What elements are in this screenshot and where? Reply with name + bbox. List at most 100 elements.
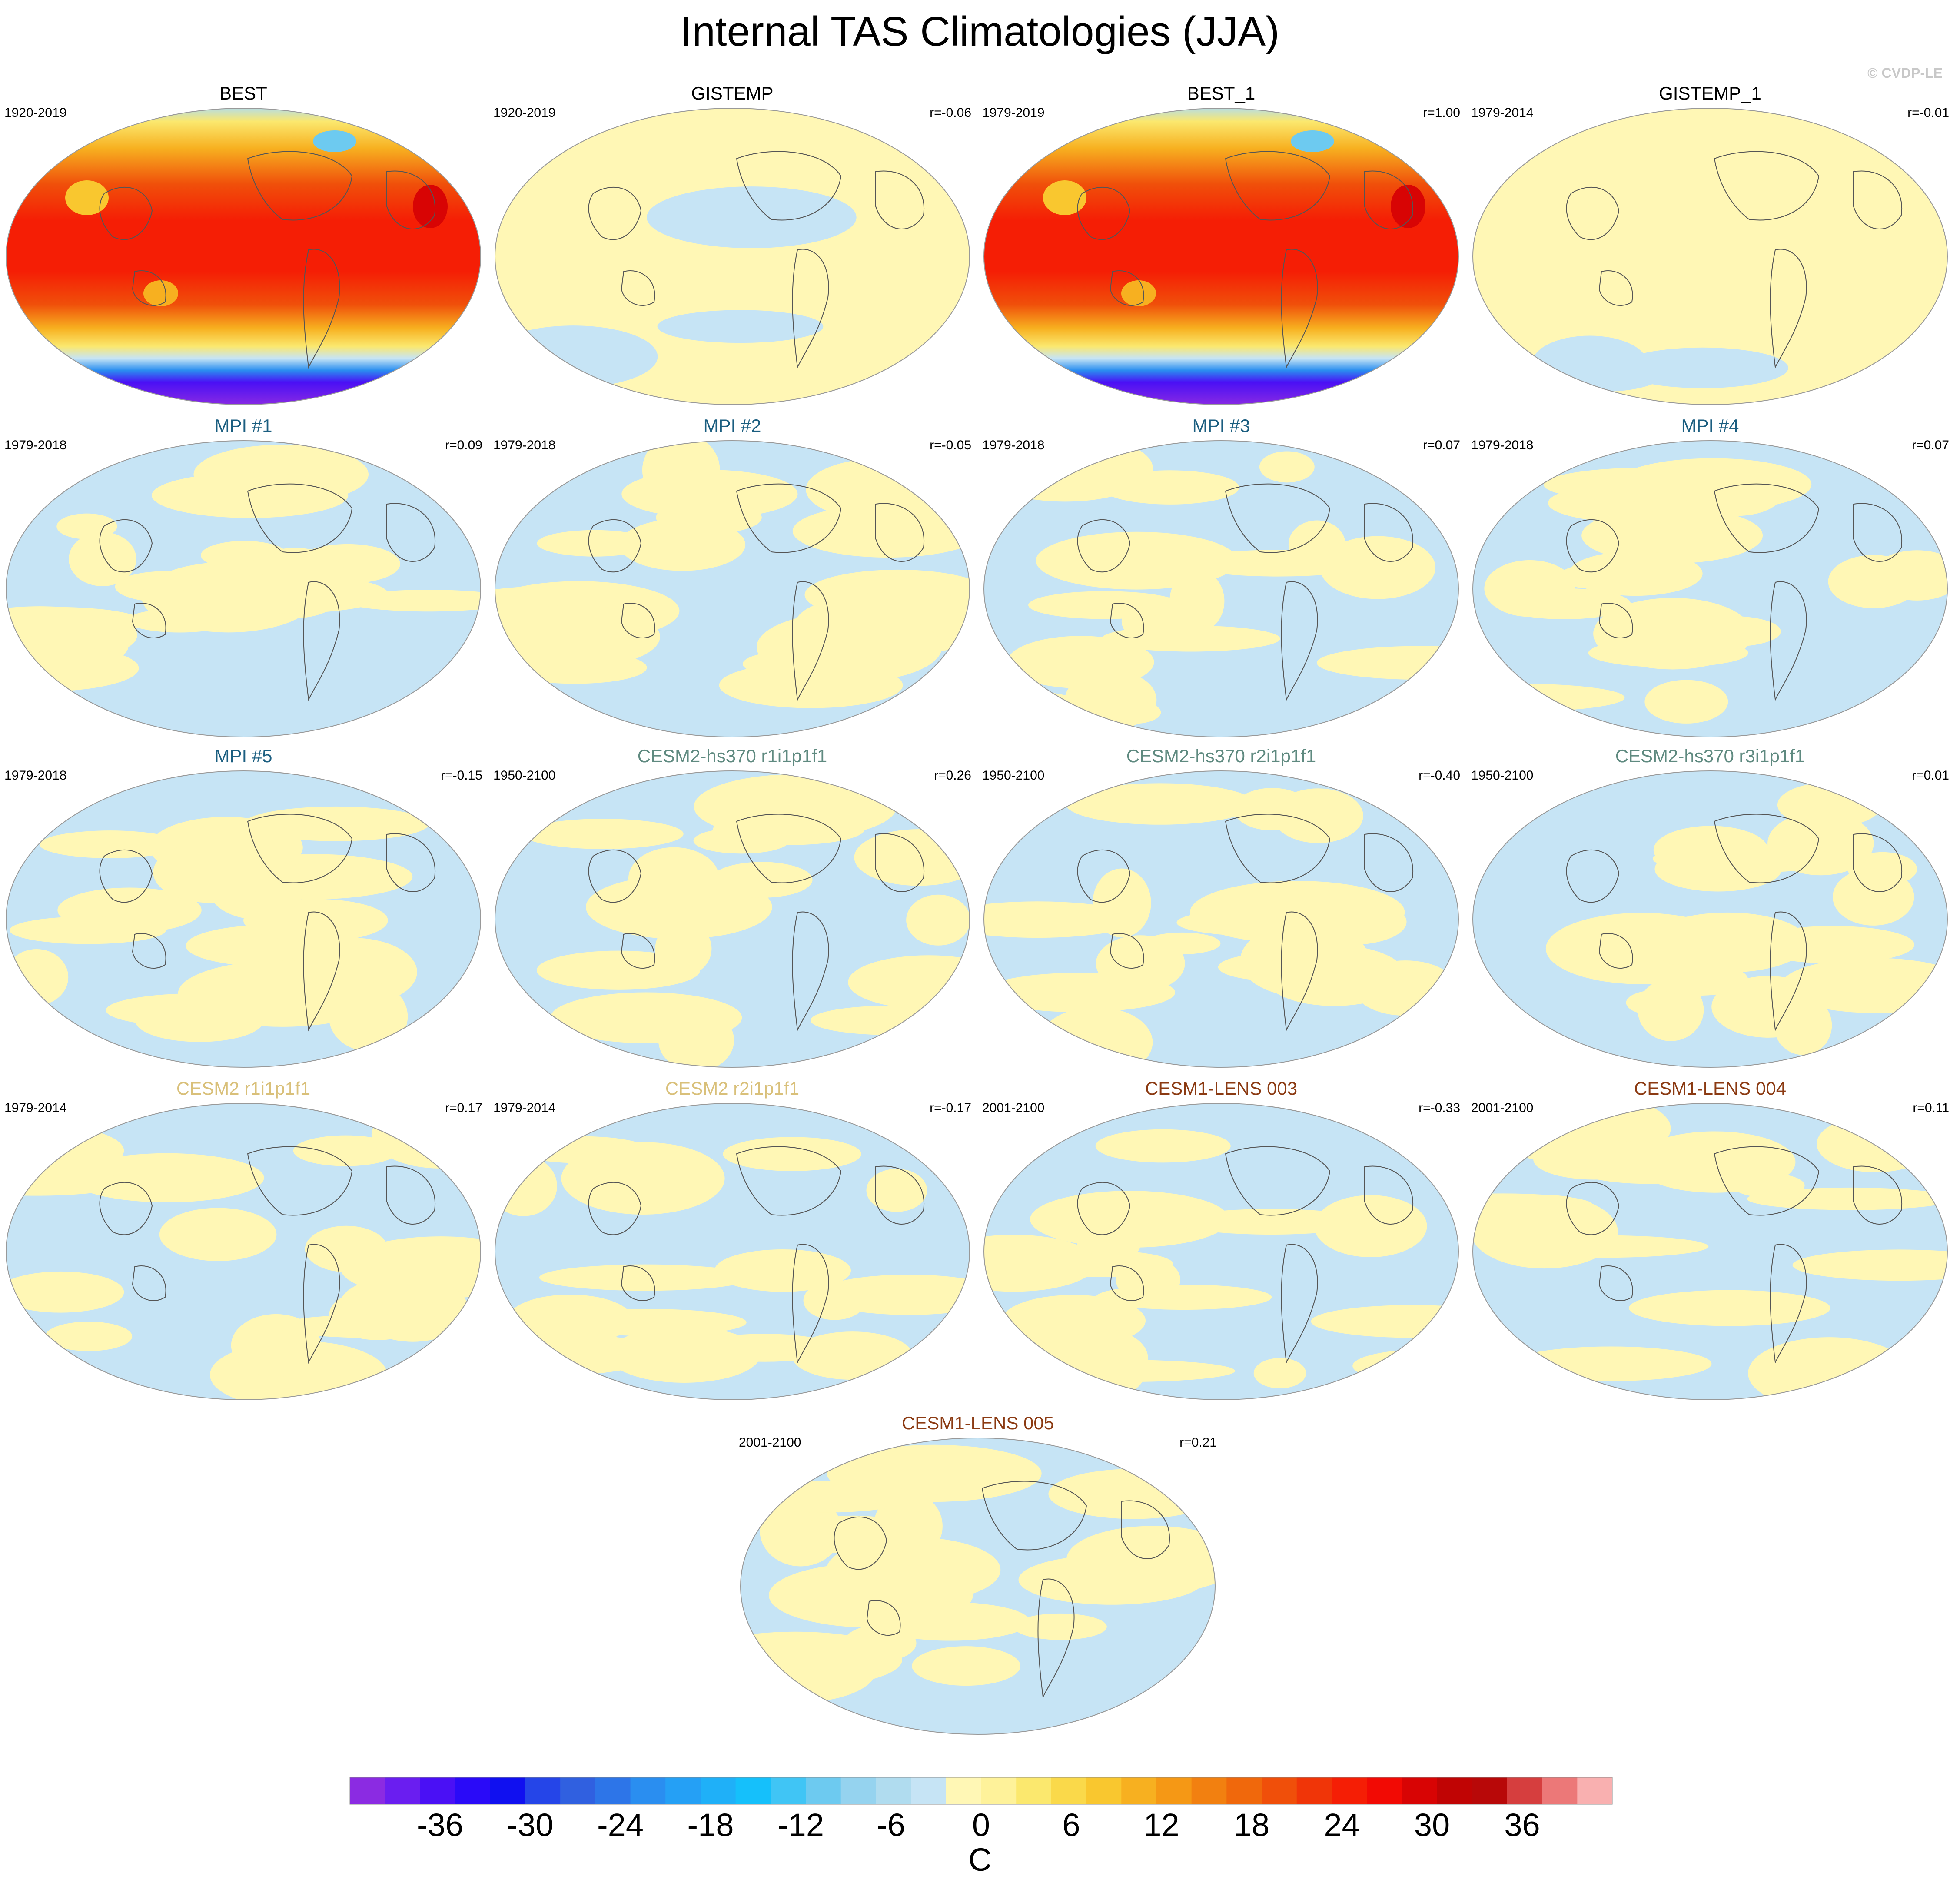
panel-correlation: r=-0.06 — [930, 106, 971, 120]
map-panel: CESM1-LENS 003 2001-2100 r=-0.33 — [982, 1078, 1460, 1400]
colorbar-swatch — [560, 1777, 596, 1804]
panel-correlation: r=-0.15 — [441, 768, 482, 783]
colorbar-swatch — [1262, 1777, 1297, 1804]
colorbar-tick-label: -6 — [877, 1807, 905, 1843]
colorbar-tick-label: -18 — [687, 1807, 734, 1843]
map-panel: MPI #3 1979-2018 r=0.07 — [982, 415, 1460, 737]
map-panel: CESM1-LENS 005 2001-2100 r=0.21 — [739, 1412, 1217, 1735]
colorbar-swatch — [350, 1777, 385, 1804]
panel-title: CESM1-LENS 005 — [901, 1413, 1054, 1433]
colorbar-swatch — [595, 1777, 631, 1804]
panel-title: MPI #1 — [214, 415, 272, 436]
colorbar-tick-label: -30 — [507, 1807, 554, 1843]
page-title: Internal TAS Climatologies (JJA) — [680, 8, 1280, 55]
panel-years: 1979-2018 — [4, 768, 67, 783]
robinson-map — [495, 440, 970, 737]
map-panel: CESM1-LENS 004 2001-2100 r=0.11 — [1471, 1078, 1949, 1400]
panel-years: 1950-2100 — [982, 768, 1045, 783]
colorbar-tick-label: -24 — [597, 1807, 644, 1843]
panel-years: 2001-2100 — [739, 1435, 801, 1450]
colorbar-swatch — [1121, 1777, 1157, 1804]
colorbar-swatch — [1577, 1777, 1613, 1804]
colorbar-swatch — [981, 1777, 1017, 1804]
colorbar-swatch — [1367, 1777, 1402, 1804]
colorbar-swatch — [1332, 1777, 1367, 1804]
robinson-map — [740, 1438, 1216, 1735]
panel-title: BEST — [219, 83, 267, 103]
panel-years: 2001-2100 — [982, 1101, 1045, 1115]
panel-years: 1979-2014 — [4, 1101, 67, 1115]
panel-title: GISTEMP_1 — [1659, 83, 1761, 103]
map-panel: BEST_1 1979-2019 r=1.00 — [982, 83, 1460, 405]
colorbar-swatch — [1402, 1777, 1438, 1804]
panel-correlation: r=0.07 — [1912, 438, 1949, 452]
panel-correlation: r=-0.40 — [1419, 768, 1460, 783]
robinson-map — [495, 1103, 970, 1400]
panel-title: CESM1-LENS 003 — [1145, 1078, 1298, 1099]
colorbar-swatch — [1542, 1777, 1578, 1804]
robinson-map — [1472, 770, 1948, 1068]
map-panel: GISTEMP_1 1979-2014 r=-0.01 — [1471, 83, 1949, 405]
panel-years: 1950-2100 — [1471, 768, 1534, 783]
colorbar-swatch — [700, 1777, 736, 1804]
colorbar-tick-label: -36 — [417, 1807, 463, 1843]
robinson-map — [983, 770, 1459, 1068]
map-panel: CESM2 r1i1p1f1 1979-2014 r=0.17 — [4, 1078, 482, 1400]
colorbar-swatch — [1472, 1777, 1508, 1804]
map-panel: MPI #2 1979-2018 r=-0.05 — [493, 415, 971, 737]
panel-title: CESM2-hs370 r2i1p1f1 — [1126, 746, 1316, 766]
robinson-map — [6, 440, 481, 737]
colorbar-swatch — [806, 1777, 841, 1804]
colorbar-swatch — [1191, 1777, 1227, 1804]
panel-title: CESM2 r2i1p1f1 — [665, 1078, 800, 1099]
copyright-label: © CVDP-LE — [1867, 65, 1943, 81]
colorbar-tick-label: 6 — [1062, 1807, 1080, 1843]
panel-correlation: r=0.09 — [445, 438, 482, 452]
panel-title: MPI #4 — [1681, 415, 1739, 436]
panel-correlation: r=1.00 — [1423, 106, 1460, 120]
map-panel: MPI #1 1979-2018 r=0.09 — [4, 415, 482, 737]
map-panel: CESM2-hs370 r3i1p1f1 1950-2100 r=0.01 — [1471, 745, 1949, 1068]
robinson-map — [983, 108, 1459, 405]
panel-years: 1979-2018 — [4, 438, 67, 452]
panel-title: CESM1-LENS 004 — [1634, 1078, 1787, 1099]
colorbar-swatch — [630, 1777, 666, 1804]
panel-years: 1979-2018 — [493, 438, 556, 452]
colorbar-swatch — [1086, 1777, 1122, 1804]
colorbar-tick-label: 36 — [1504, 1807, 1540, 1843]
panel-title: MPI #2 — [703, 415, 761, 436]
colorbar-unit-label: C — [968, 1842, 992, 1878]
colorbar-tick-label: 24 — [1324, 1807, 1360, 1843]
colorbar-swatch — [735, 1777, 771, 1804]
colorbar-swatch — [840, 1777, 876, 1804]
panel-title: CESM2-hs370 r3i1p1f1 — [1615, 746, 1805, 766]
colorbar-swatch — [946, 1777, 981, 1804]
colorbar-swatch — [1296, 1777, 1332, 1804]
colorbar-swatch — [1016, 1777, 1052, 1804]
panel-title: MPI #5 — [214, 746, 272, 766]
colorbar-swatch — [771, 1777, 806, 1804]
robinson-map — [6, 770, 481, 1068]
panel-correlation: r=0.21 — [1179, 1435, 1217, 1450]
robinson-map — [6, 108, 481, 405]
colorbar-swatch — [385, 1777, 420, 1804]
colorbar-tick-label: 0 — [972, 1807, 990, 1843]
panel-years: 1979-2014 — [493, 1101, 556, 1115]
colorbar-swatch — [876, 1777, 911, 1804]
panel-correlation: r=0.11 — [1913, 1101, 1949, 1115]
panel-years: 1979-2014 — [1471, 106, 1534, 120]
robinson-map — [1472, 108, 1948, 405]
map-panel: CESM2 r2i1p1f1 1979-2014 r=-0.17 — [493, 1078, 971, 1400]
colorbar-tick-label: 18 — [1233, 1807, 1270, 1843]
colorbar-swatch — [490, 1777, 525, 1804]
robinson-map — [983, 1103, 1459, 1400]
panel-correlation: r=-0.01 — [1907, 106, 1949, 120]
panel-title: CESM2-hs370 r1i1p1f1 — [637, 746, 827, 766]
panel-title: BEST_1 — [1187, 83, 1256, 103]
colorbar-swatch — [1156, 1777, 1192, 1804]
map-panel: MPI #4 1979-2018 r=0.07 — [1471, 415, 1949, 737]
panel-correlation: r=0.01 — [1912, 768, 1949, 783]
colorbar-swatch — [525, 1777, 561, 1804]
panel-title: MPI #3 — [1192, 415, 1250, 436]
map-panel: CESM2-hs370 r2i1p1f1 1950-2100 r=-0.40 — [982, 745, 1460, 1068]
